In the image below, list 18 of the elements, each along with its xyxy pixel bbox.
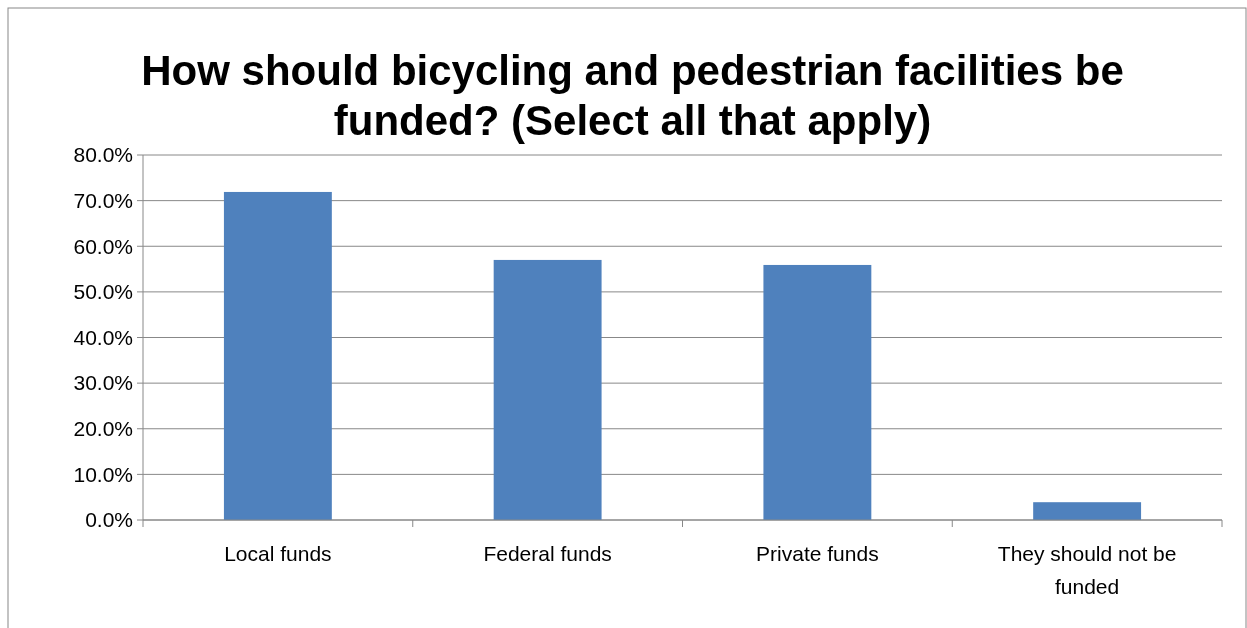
y-tick-label: 40.0% bbox=[73, 325, 133, 349]
bar bbox=[493, 259, 602, 520]
y-tick-label: 70.0% bbox=[73, 188, 133, 212]
x-tick-label: Federal funds bbox=[483, 542, 612, 565]
x-tick-label: Local funds bbox=[224, 542, 332, 565]
y-tick-label: 20.0% bbox=[73, 417, 133, 441]
y-tick-label: 10.0% bbox=[73, 462, 133, 486]
x-tick-label: Private funds bbox=[756, 542, 879, 565]
y-tick-label: 30.0% bbox=[73, 371, 133, 395]
bar bbox=[1033, 502, 1142, 520]
bar bbox=[223, 191, 332, 520]
y-tick-label: 0.0% bbox=[85, 508, 133, 532]
y-tick-label: 80.0% bbox=[73, 143, 133, 167]
x-tick-label: They should not be funded bbox=[997, 542, 1177, 598]
chart-title: How should bicycling and pedestrian facilities be funded? (Select all that apply) bbox=[141, 47, 1124, 144]
bar bbox=[763, 264, 872, 520]
y-tick-label: 60.0% bbox=[73, 234, 133, 258]
y-tick-label: 50.0% bbox=[73, 280, 133, 304]
